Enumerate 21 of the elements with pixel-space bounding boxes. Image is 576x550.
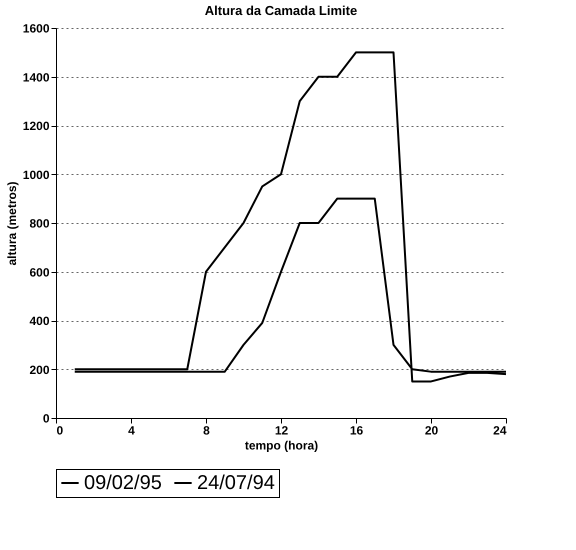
y-tick-label: 600 — [29, 265, 50, 280]
y-tick-label: 800 — [29, 216, 50, 230]
x-tick-label: 24 — [493, 424, 507, 438]
x-tick-label: 16 — [350, 424, 364, 438]
legend-label: 24/07/94 — [197, 472, 275, 494]
x-tick-label: 4 — [128, 424, 136, 438]
y-tick-label: 1000 — [22, 168, 50, 182]
chart-title: Altura da Camada Limite — [204, 3, 358, 18]
y-tick-label: 0 — [42, 412, 50, 426]
y-tick-label: 1400 — [22, 70, 50, 84]
y-axis-title: altura (metros) — [4, 181, 19, 266]
y-tick-label: 200 — [29, 362, 50, 377]
x-tick-label: 12 — [274, 424, 288, 438]
y-tick-label: 400 — [29, 314, 50, 328]
x-tick-label: 20 — [424, 424, 438, 438]
y-tick-label: 1200 — [22, 119, 50, 133]
x-tick-label: 0 — [56, 424, 64, 438]
x-axis-title: tempo (hora) — [244, 438, 318, 452]
y-tick-label: 1600 — [22, 22, 50, 36]
legend-label: 09/02/95 — [84, 472, 162, 494]
x-tick-label: 8 — [203, 424, 210, 438]
